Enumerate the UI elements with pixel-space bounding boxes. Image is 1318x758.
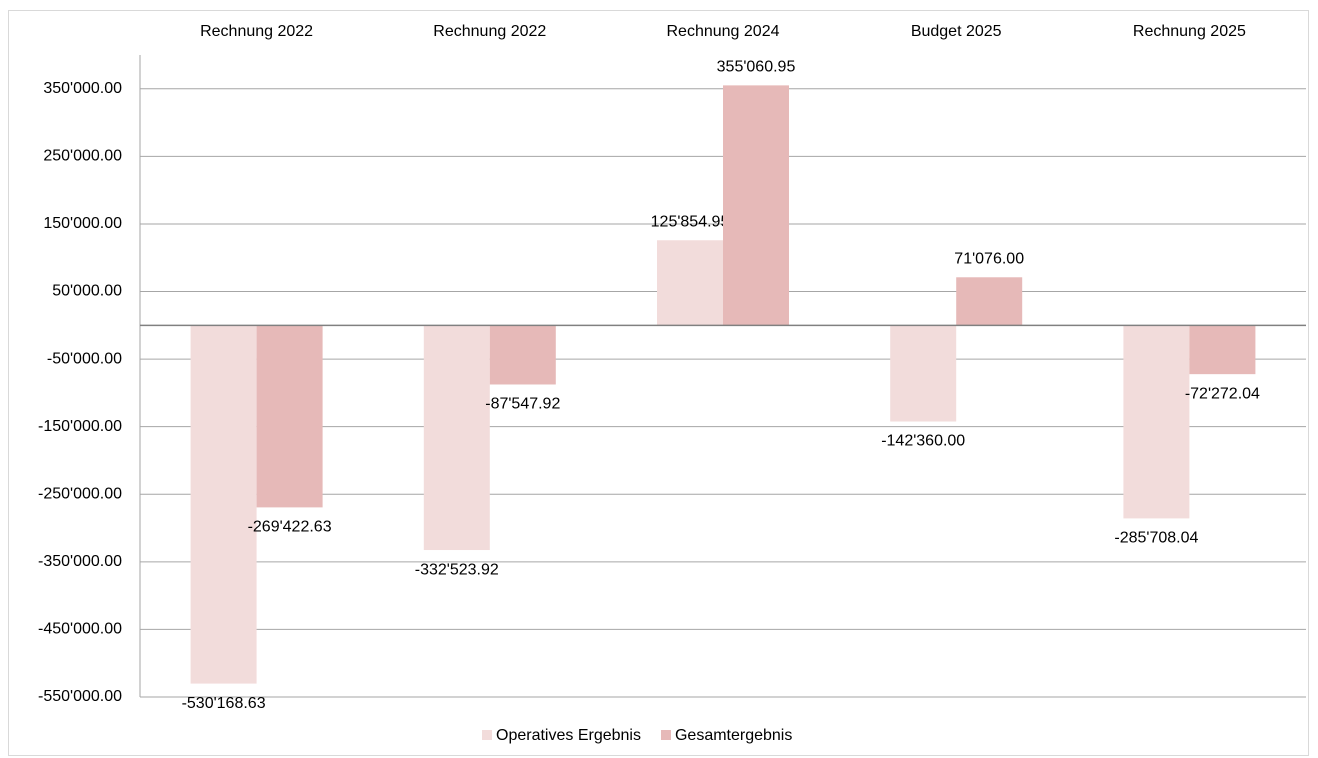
y-tick-label: 250'000.00 xyxy=(43,148,122,165)
legend-label: Operatives Ergebnis xyxy=(496,727,641,744)
legend-swatch xyxy=(482,730,492,740)
x-tick-label: Rechnung 2022 xyxy=(200,23,313,40)
x-tick-label: Rechnung 2025 xyxy=(1133,23,1246,40)
x-tick-label: Budget 2025 xyxy=(911,23,1002,40)
chart-frame xyxy=(8,10,1309,756)
data-label: -269'422.63 xyxy=(248,519,332,536)
data-label: -530'168.63 xyxy=(182,695,266,712)
x-tick-label: Rechnung 2022 xyxy=(433,23,546,40)
bar xyxy=(890,325,957,422)
y-tick-label: -450'000.00 xyxy=(38,621,122,638)
y-tick-label: 350'000.00 xyxy=(43,80,122,97)
y-tick-label: -250'000.00 xyxy=(38,485,122,502)
bar xyxy=(423,325,490,551)
bar xyxy=(723,85,789,326)
bar xyxy=(1189,325,1256,375)
y-tick-label: 50'000.00 xyxy=(52,283,122,300)
y-tick-label: -550'000.00 xyxy=(38,688,122,705)
data-label: -142'360.00 xyxy=(881,433,965,450)
y-tick-label: -350'000.00 xyxy=(38,553,122,570)
bar xyxy=(1123,325,1190,519)
data-label: -87'547.92 xyxy=(485,396,560,413)
data-label: 125'854.95 xyxy=(651,213,730,230)
data-label: 355'060.95 xyxy=(717,59,796,76)
bar xyxy=(956,277,1023,326)
data-label: -285'708.04 xyxy=(1114,530,1198,547)
bar xyxy=(489,325,556,385)
data-label: -332'523.92 xyxy=(415,561,499,578)
data-label: 71'076.00 xyxy=(954,251,1024,268)
y-tick-label: 150'000.00 xyxy=(43,215,122,232)
data-label: -72'272.04 xyxy=(1185,385,1260,402)
y-tick-label: -50'000.00 xyxy=(47,350,122,367)
legend-label: Gesamtergebnis xyxy=(675,727,792,744)
bar xyxy=(256,325,323,508)
bar xyxy=(657,240,723,326)
bar xyxy=(190,325,257,684)
x-tick-label: Rechnung 2024 xyxy=(667,23,780,40)
y-tick-label: -150'000.00 xyxy=(38,418,122,435)
legend-swatch xyxy=(660,730,671,740)
